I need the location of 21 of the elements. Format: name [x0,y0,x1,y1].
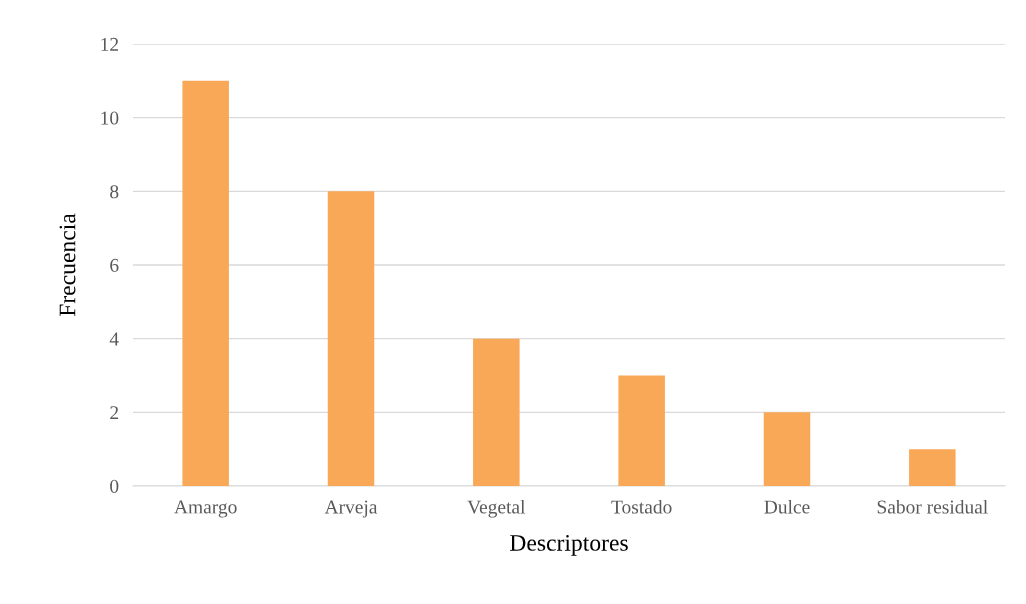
bar [182,80,229,486]
bar [473,338,520,486]
y-tick-label: 12 [101,37,119,51]
x-tick-label: Tostado [611,499,672,514]
y-tick-label: 6 [110,258,119,272]
bar [909,449,956,486]
bar [327,191,375,486]
bar [763,412,811,486]
x-tick-label: Vegetal [467,499,526,518]
bar [618,375,665,486]
y-tick-label: 10 [101,111,119,125]
y-tick-label: 4 [109,332,119,346]
y-axis-title: Frecuencia [59,213,76,317]
y-tick-label: 8 [110,185,119,199]
x-tick-label: Sabor residual [877,499,988,514]
y-tick-label: 0 [110,479,119,493]
x-tick-label: Amargo [174,500,237,518]
x-axis-title: Descriptores [510,534,628,556]
y-tick-label: 2 [110,406,119,420]
x-tick-label: Dulce [764,499,810,514]
x-tick-label: Arveja [324,500,378,518]
